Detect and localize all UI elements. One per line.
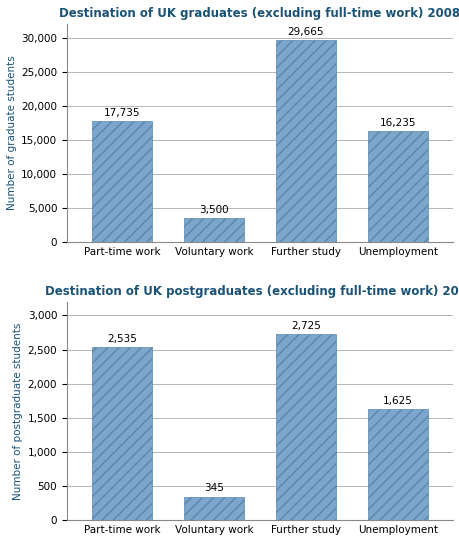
Text: 17,735: 17,735 — [104, 108, 140, 118]
Bar — [367, 132, 427, 242]
Text: 29,665: 29,665 — [287, 27, 324, 36]
Text: 1,625: 1,625 — [382, 396, 412, 406]
Title: Destination of UK postgraduates (excluding full-time work) 2008: Destination of UK postgraduates (excludi… — [45, 285, 459, 298]
Y-axis label: Number of postgraduate students: Number of postgraduate students — [13, 322, 23, 500]
Bar — [275, 40, 335, 242]
Bar — [367, 409, 427, 520]
Y-axis label: Number of graduate students: Number of graduate students — [7, 56, 17, 210]
Text: 16,235: 16,235 — [379, 118, 415, 128]
Text: 3,500: 3,500 — [199, 205, 229, 215]
Bar — [92, 121, 151, 242]
Bar — [184, 496, 243, 520]
Bar — [275, 334, 335, 520]
Title: Destination of UK graduates (excluding full-time work) 2008: Destination of UK graduates (excluding f… — [59, 7, 459, 20]
Bar — [184, 218, 243, 242]
Bar — [92, 347, 151, 520]
Text: 2,725: 2,725 — [291, 321, 320, 331]
Text: 2,535: 2,535 — [107, 334, 137, 344]
Text: 345: 345 — [204, 483, 224, 493]
